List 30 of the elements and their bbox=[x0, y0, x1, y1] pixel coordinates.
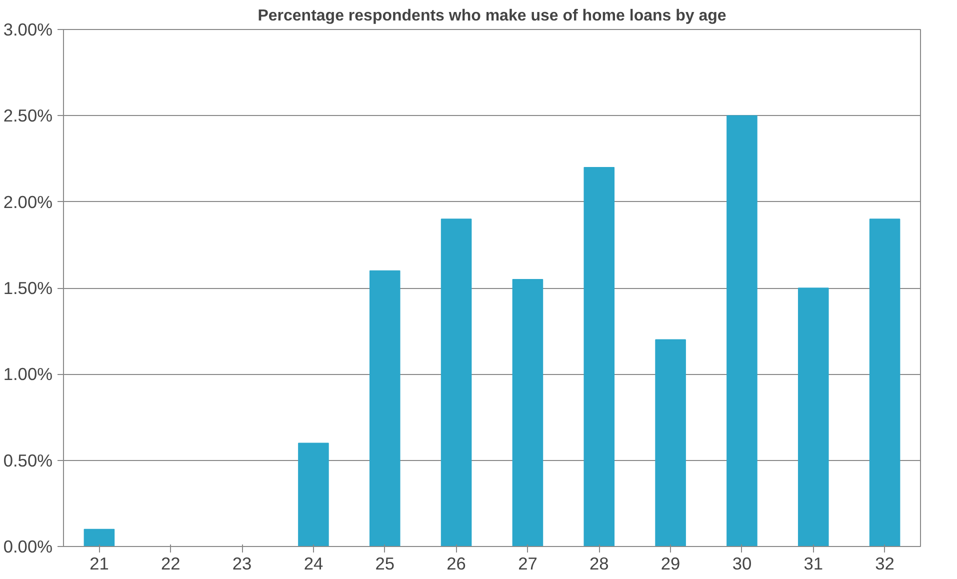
x-tick-label: 25 bbox=[375, 554, 395, 574]
x-tick-label: 24 bbox=[304, 554, 324, 574]
bar bbox=[584, 166, 615, 546]
x-tick-label: 29 bbox=[660, 554, 680, 574]
y-tick-label: 3.00% bbox=[3, 20, 53, 40]
x-tick-label: 31 bbox=[804, 554, 824, 574]
y-tick-label: 2.00% bbox=[3, 192, 53, 212]
bar bbox=[440, 218, 472, 546]
y-tick-label: 1.50% bbox=[3, 278, 53, 298]
x-tick-label: 22 bbox=[160, 554, 180, 574]
bar bbox=[655, 339, 686, 546]
chart-title: Percentage respondents who make use of home loans by age bbox=[258, 8, 726, 24]
bar bbox=[298, 442, 329, 546]
y-tick-label: 2.50% bbox=[3, 106, 53, 126]
x-tick-label: 27 bbox=[518, 554, 538, 574]
bar bbox=[84, 528, 115, 546]
bar bbox=[869, 218, 900, 546]
y-tick-label: 0.50% bbox=[3, 450, 53, 470]
y-tick-label: 0.00% bbox=[3, 536, 53, 556]
x-tick-label: 26 bbox=[446, 554, 466, 574]
bar bbox=[369, 270, 400, 546]
x-tick-label: 23 bbox=[232, 554, 252, 574]
x-tick-label: 21 bbox=[90, 554, 109, 574]
bar bbox=[798, 288, 829, 546]
y-tick-label: 1.00% bbox=[3, 364, 53, 384]
x-tick-label: 30 bbox=[732, 554, 752, 574]
bar bbox=[512, 278, 544, 546]
bar bbox=[726, 115, 758, 546]
x-tick-label: 28 bbox=[589, 554, 609, 574]
x-tick-label: 32 bbox=[875, 554, 894, 574]
